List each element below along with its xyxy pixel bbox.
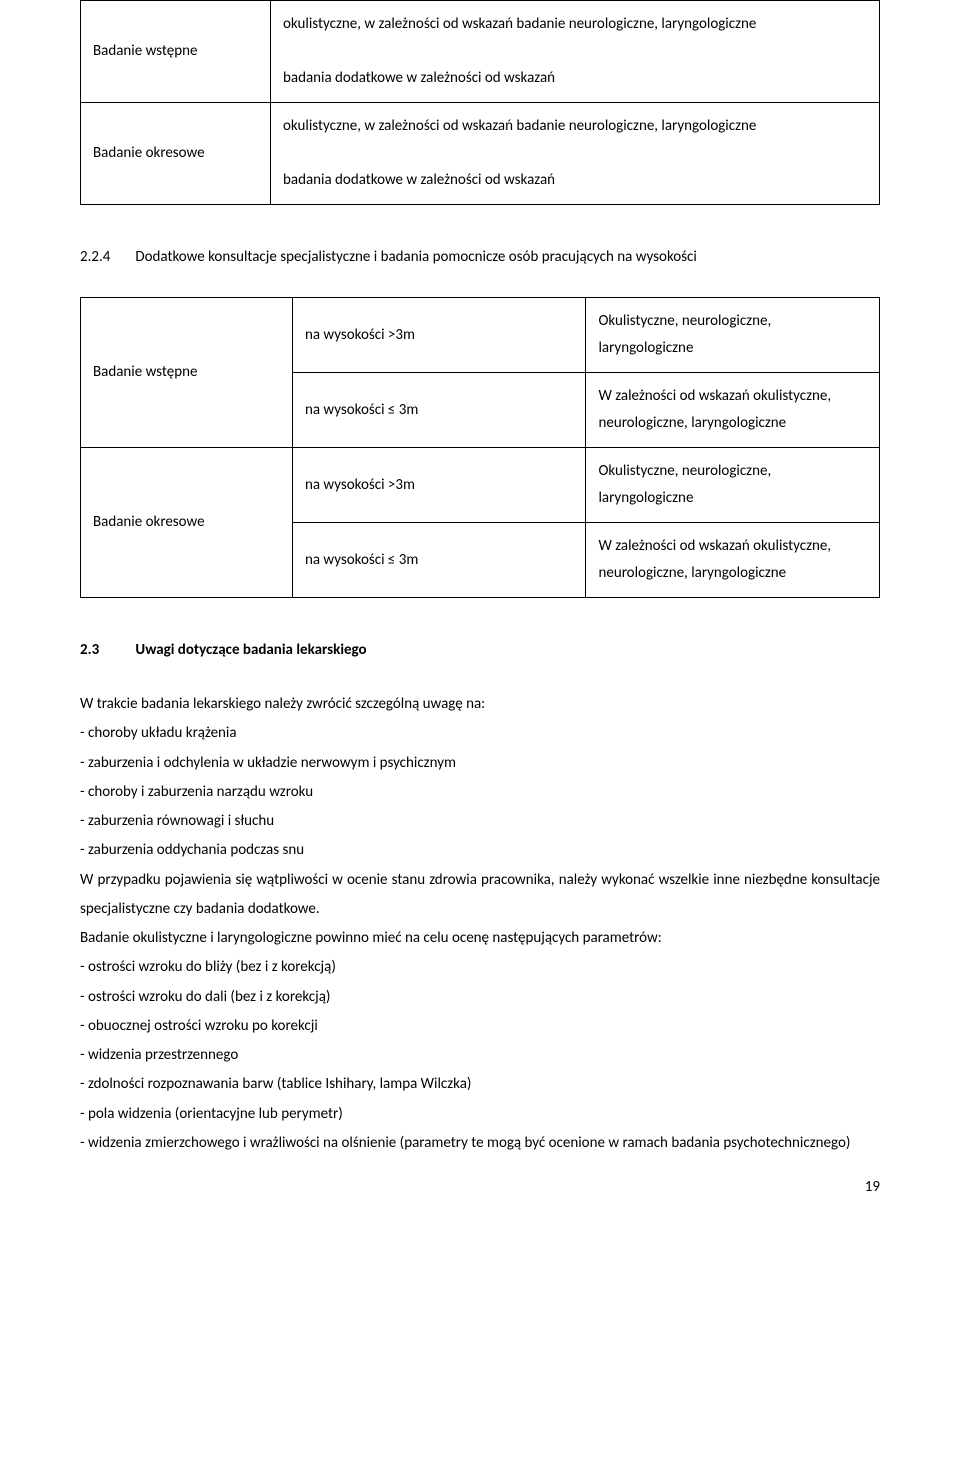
body-l12: - widzenia zmierzchowego i wrażliwości n…: [80, 1129, 880, 1158]
body-l11: - pola widzenia (orientacyjne lub peryme…: [80, 1100, 880, 1129]
table1-r1-content: okulistyczne, w zależności od wskazań ba…: [271, 103, 880, 205]
table2-r1-s0-c1: na wysokości >3m: [292, 448, 586, 523]
section-224-title: Dodatkowe konsultacje specjalistyczne i …: [135, 248, 696, 266]
body-l9: - widzenia przestrzennego: [80, 1041, 880, 1070]
body-l6: - ostrości wzroku do bliży (bez i z kore…: [80, 953, 880, 982]
body-p3: Badanie okulistyczne i laryngologiczne p…: [80, 924, 880, 953]
body-l7: - ostrości wzroku do dali (bez i z korek…: [80, 983, 880, 1012]
page-number: 19: [80, 1178, 880, 1196]
table2-r0-s1-c1: na wysokości ≤ 3m: [292, 373, 586, 448]
table1-r0-label: Badanie wstępne: [81, 1, 271, 103]
body-l1: - choroby układu krążenia: [80, 719, 880, 748]
table2-r0-s0-c1: na wysokości >3m: [292, 298, 586, 373]
section-23-num: 2.3: [80, 638, 132, 662]
section-23-heading: 2.3 Uwagi dotyczące badania lekarskiego: [80, 638, 880, 662]
table-1: Badanie wstępne okulistyczne, w zależnoś…: [80, 0, 880, 205]
body-p2: W przypadku pojawienia się wątpliwości w…: [80, 866, 880, 925]
body-l2: - zaburzenia i odchylenia w układzie ner…: [80, 749, 880, 778]
body-content: W trakcie badania lekarskiego należy zwr…: [80, 690, 880, 1158]
table1-r1-label: Badanie okresowe: [81, 103, 271, 205]
table2-r0-label: Badanie wstępne: [81, 298, 293, 448]
body-l4: - zaburzenia równowagi i słuchu: [80, 807, 880, 836]
table-row: Badanie okresowe okulistyczne, w zależno…: [81, 103, 880, 205]
section-23-title: Uwagi dotyczące badania lekarskiego: [135, 641, 366, 659]
table-2: Badanie wstępne na wysokości >3m Okulist…: [80, 297, 880, 598]
table2-r0-s1-c2: W zależności od wskazań okulistyczne, ne…: [586, 373, 880, 448]
table2-r1-s1-c2: W zależności od wskazań okulistyczne, ne…: [586, 523, 880, 598]
body-l3: - choroby i zaburzenia narządu wzroku: [80, 778, 880, 807]
body-l8: - obuocznej ostrości wzroku po korekcji: [80, 1012, 880, 1041]
table2-r0-s0-c2: Okulistyczne, neurologiczne, laryngologi…: [586, 298, 880, 373]
section-224-num: 2.2.4: [80, 245, 132, 269]
section-224-heading: 2.2.4 Dodatkowe konsultacje specjalistyc…: [80, 245, 880, 269]
table1-r0-content: okulistyczne, w zależności od wskazań ba…: [271, 1, 880, 103]
table2-r1-s0-c2: Okulistyczne, neurologiczne, laryngologi…: [586, 448, 880, 523]
body-l5: - zaburzenia oddychania podczas snu: [80, 836, 880, 865]
table2-r1-label: Badanie okresowe: [81, 448, 293, 598]
table2-r1-s1-c1: na wysokości ≤ 3m: [292, 523, 586, 598]
table-row: Badanie wstępne okulistyczne, w zależnoś…: [81, 1, 880, 103]
body-p1: W trakcie badania lekarskiego należy zwr…: [80, 690, 880, 719]
table-row: Badanie wstępne na wysokości >3m Okulist…: [81, 298, 880, 373]
body-l10: - zdolności rozpoznawania barw (tablice …: [80, 1070, 880, 1099]
table-row: Badanie okresowe na wysokości >3m Okulis…: [81, 448, 880, 523]
